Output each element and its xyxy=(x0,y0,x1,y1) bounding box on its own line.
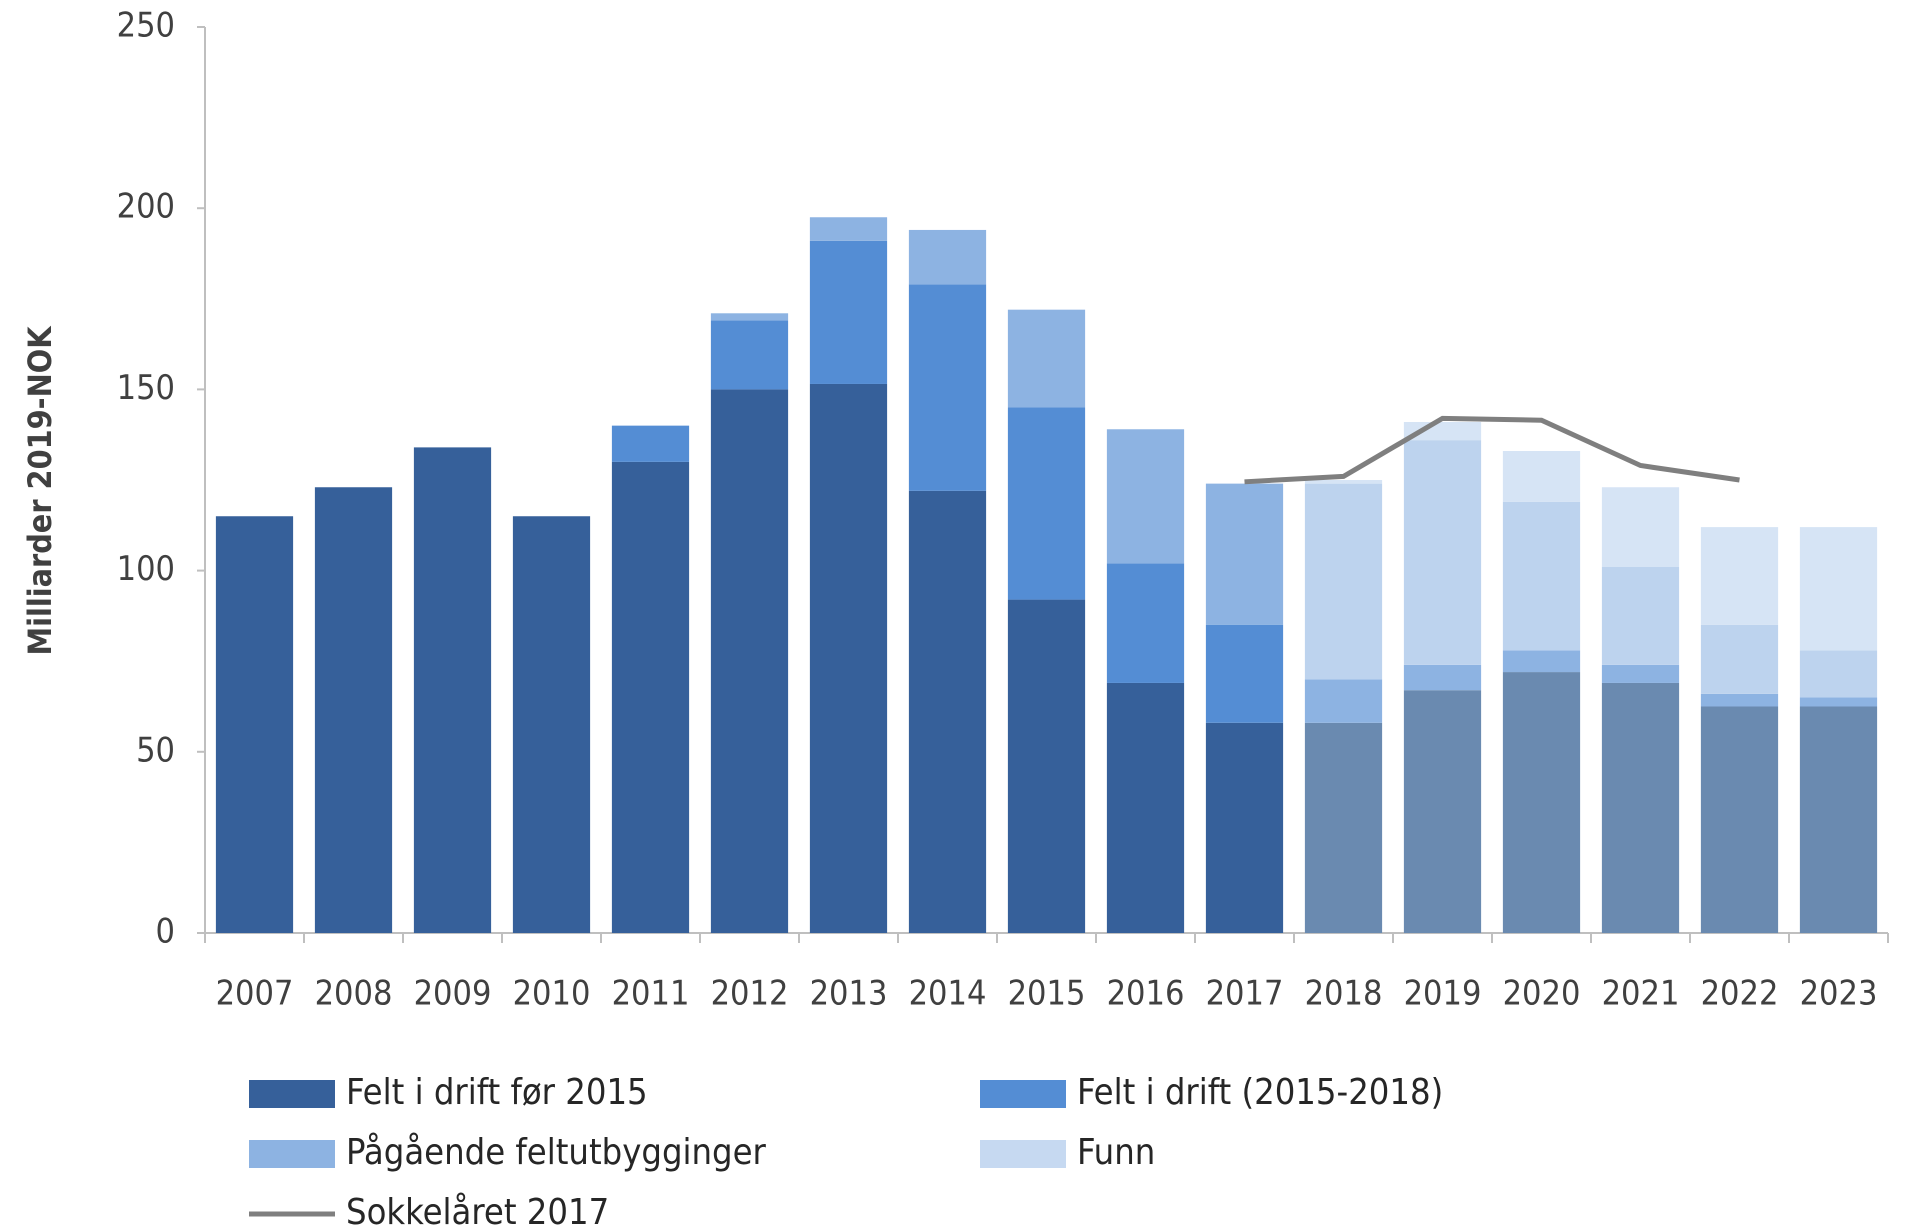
bar-segment xyxy=(1205,624,1284,723)
bar-segment xyxy=(314,487,393,933)
bar-segment xyxy=(1304,483,1383,680)
legend-swatch xyxy=(249,1140,335,1168)
y-tick-label: 150 xyxy=(117,368,175,408)
bar-segment xyxy=(1700,706,1779,933)
bar-segment xyxy=(611,425,690,462)
bar-segment xyxy=(809,383,888,933)
x-tick-label: 2022 xyxy=(1701,974,1779,1014)
bar-segment xyxy=(1700,527,1779,625)
y-tick-label: 0 xyxy=(156,912,175,952)
legend-label: Pågående feltutbygginger xyxy=(346,1132,767,1173)
bar-segment xyxy=(1799,706,1878,933)
x-tick-label: 2009 xyxy=(414,974,492,1014)
x-tick-label: 2023 xyxy=(1800,974,1878,1014)
bar-segment xyxy=(1502,451,1581,502)
bar-segment xyxy=(1502,650,1581,673)
bar-segment xyxy=(1007,407,1086,600)
y-tick-label: 200 xyxy=(117,187,175,227)
bar-segment xyxy=(1304,480,1383,484)
bar-segment xyxy=(809,240,888,384)
bar-segment xyxy=(1403,690,1482,933)
y-tick-label: 250 xyxy=(117,6,175,46)
legend-label: Funn xyxy=(1077,1132,1155,1173)
x-tick-label: 2019 xyxy=(1404,974,1482,1014)
x-tick-label: 2016 xyxy=(1107,974,1185,1014)
bar-segment xyxy=(1007,599,1086,933)
bar-segment xyxy=(1502,501,1581,651)
bar-segment xyxy=(1205,483,1284,625)
bar-segment xyxy=(1403,422,1482,441)
bar-segment xyxy=(1601,682,1680,933)
bar-segment xyxy=(215,516,294,933)
y-axis-title: Milliarder 2019-NOK xyxy=(21,325,59,656)
legend-swatch xyxy=(249,1080,335,1108)
bar-segment xyxy=(1106,682,1185,933)
x-tick-label: 2008 xyxy=(315,974,393,1014)
bar-segment xyxy=(1502,672,1581,933)
bar-segment xyxy=(512,516,591,933)
legend-swatch xyxy=(980,1140,1066,1168)
y-tick-label: 50 xyxy=(136,730,175,770)
bar-segment xyxy=(1403,664,1482,691)
legend-label: Sokkelåret 2017 xyxy=(346,1192,609,1231)
bar-segment xyxy=(908,229,987,285)
bar-segment xyxy=(1106,563,1185,683)
x-tick-label: 2007 xyxy=(216,974,294,1014)
x-tick-label: 2012 xyxy=(711,974,789,1014)
x-tick-label: 2020 xyxy=(1503,974,1581,1014)
bar-segment xyxy=(710,389,789,933)
bar-segment xyxy=(1799,697,1878,707)
x-tick-label: 2018 xyxy=(1305,974,1383,1014)
x-tick-label: 2014 xyxy=(909,974,987,1014)
bar-segment xyxy=(1799,527,1878,651)
bar-segment xyxy=(1601,566,1680,665)
bar-segment xyxy=(1304,679,1383,723)
x-tick-label: 2010 xyxy=(513,974,591,1014)
bar-segment xyxy=(413,447,492,933)
bar-segment xyxy=(1403,440,1482,665)
x-tick-label: 2015 xyxy=(1008,974,1086,1014)
bar-segment xyxy=(908,490,987,933)
bar-segment xyxy=(1700,693,1779,707)
line xyxy=(1244,415,1740,485)
y-tick-label: 100 xyxy=(117,549,175,589)
x-tick-label: 2013 xyxy=(810,974,888,1014)
bar-segment xyxy=(809,217,888,241)
bar-segment xyxy=(1304,722,1383,933)
bar-segment xyxy=(710,320,789,390)
bar-segment xyxy=(908,284,987,491)
bar-segment xyxy=(1700,624,1779,694)
bar-segment xyxy=(1601,664,1680,683)
bar-segment xyxy=(1106,429,1185,564)
bar-segment xyxy=(611,461,690,933)
legend-label: Felt i drift (2015-2018) xyxy=(1077,1072,1443,1113)
bar-segment xyxy=(1799,650,1878,698)
bar-segment xyxy=(1007,309,1086,408)
x-tick-label: 2011 xyxy=(612,974,690,1014)
x-tick-label: 2021 xyxy=(1602,974,1680,1014)
legend-swatch xyxy=(980,1080,1066,1108)
bar-segment xyxy=(710,313,789,321)
bar-segment xyxy=(1205,722,1284,933)
legend-label: Felt i drift før 2015 xyxy=(346,1072,648,1113)
bar-segment xyxy=(1601,487,1680,567)
x-tick-label: 2017 xyxy=(1206,974,1284,1014)
